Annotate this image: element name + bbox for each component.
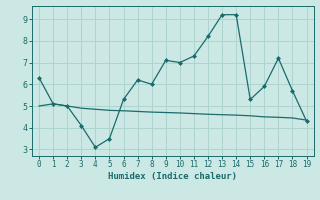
X-axis label: Humidex (Indice chaleur): Humidex (Indice chaleur) — [108, 172, 237, 181]
